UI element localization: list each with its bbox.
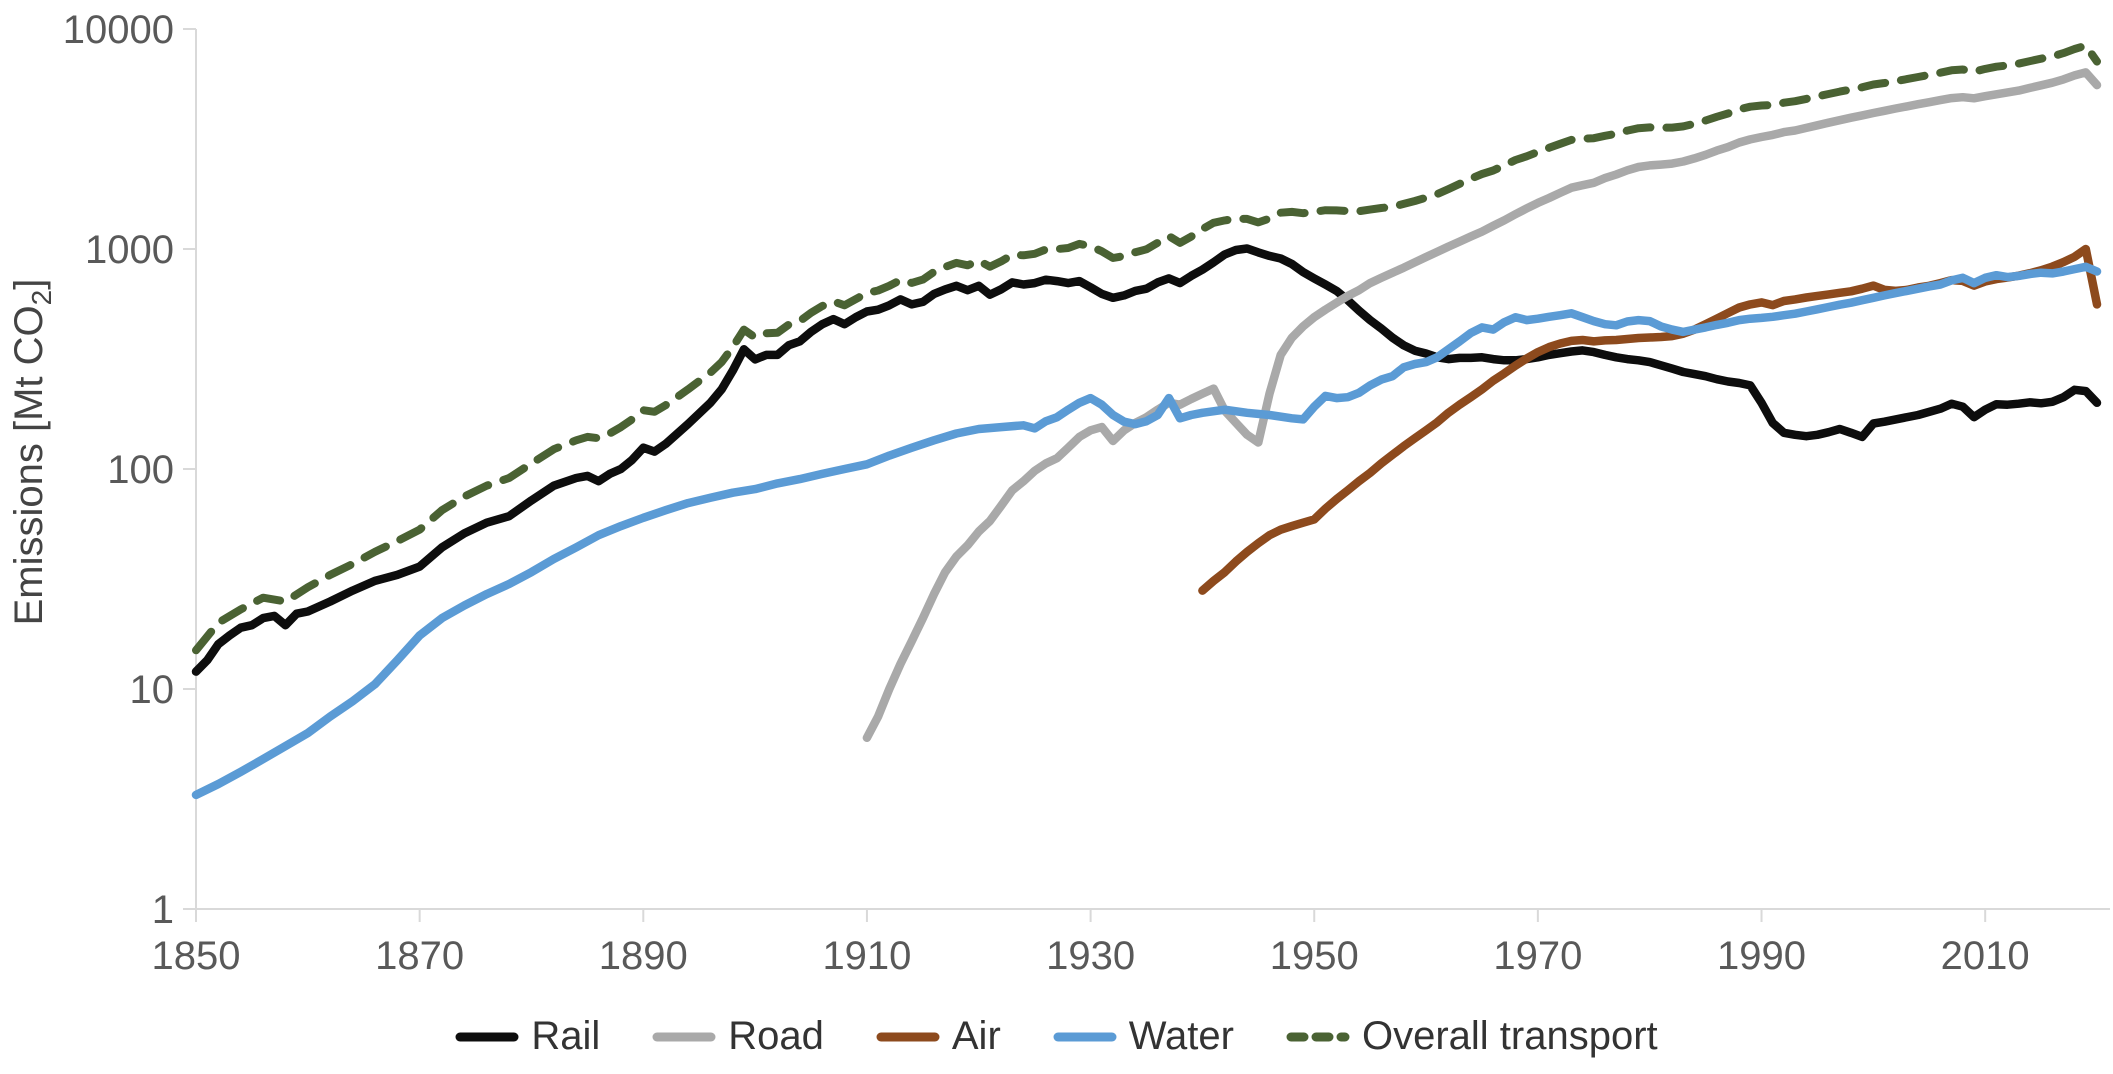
legend-swatch-air — [876, 1032, 940, 1041]
x-tick-label: 1910 — [822, 934, 911, 978]
legend-swatch-water — [1053, 1032, 1117, 1041]
axes — [183, 28, 2110, 922]
legend-label-road: Road — [728, 1014, 824, 1058]
series-lines — [191, 41, 2102, 800]
legend-item-overall-transport: Overall transport — [1286, 1014, 1658, 1059]
legend-swatch-rail — [455, 1032, 519, 1041]
legend-swatch-road — [652, 1032, 716, 1041]
series-line-road — [862, 68, 2102, 743]
y-tick-label: 1000 — [85, 228, 174, 272]
y-tick-label: 10000 — [63, 8, 174, 52]
legend-label-overall-transport: Overall transport — [1361, 1014, 1658, 1058]
x-tick-label: 1890 — [599, 934, 688, 978]
x-tick-label: 1990 — [1717, 934, 1806, 978]
legend-item-air: Air — [876, 1014, 1001, 1059]
series-line-rail — [191, 244, 2102, 676]
legend-label-air: Air — [951, 1014, 1001, 1058]
x-tick-label: 1950 — [1270, 934, 1359, 978]
legend-item-road: Road — [652, 1014, 824, 1059]
y-axis-title: Emissions [Mt CO2] — [7, 279, 57, 626]
series-line-water — [191, 262, 2102, 800]
y-tick-label: 100 — [107, 448, 174, 492]
legend-item-water: Water — [1053, 1014, 1234, 1059]
chart-legend: Rail Road Air Water Overall transport — [0, 1014, 2113, 1059]
x-tick-label: 1870 — [375, 934, 464, 978]
x-tick-label: 1850 — [152, 934, 241, 978]
legend-item-rail: Rail — [455, 1014, 600, 1059]
series-line-overall-transport — [192, 41, 2101, 655]
legend-label-water: Water — [1128, 1014, 1234, 1058]
tick-labels: 1 10 100 1000 10000 1850 1870 1890 1910 1930 1950 1… — [63, 8, 2030, 978]
y-tick-label: 10 — [130, 668, 175, 712]
legend-label-rail: Rail — [531, 1014, 601, 1058]
y-tick-label: 1 — [152, 888, 174, 932]
x-tick-label: 1930 — [1046, 934, 1135, 978]
x-tick-label: 1970 — [1493, 934, 1582, 978]
x-tick-label: 2010 — [1941, 934, 2030, 978]
legend-swatch-overall-transport — [1286, 1032, 1350, 1041]
